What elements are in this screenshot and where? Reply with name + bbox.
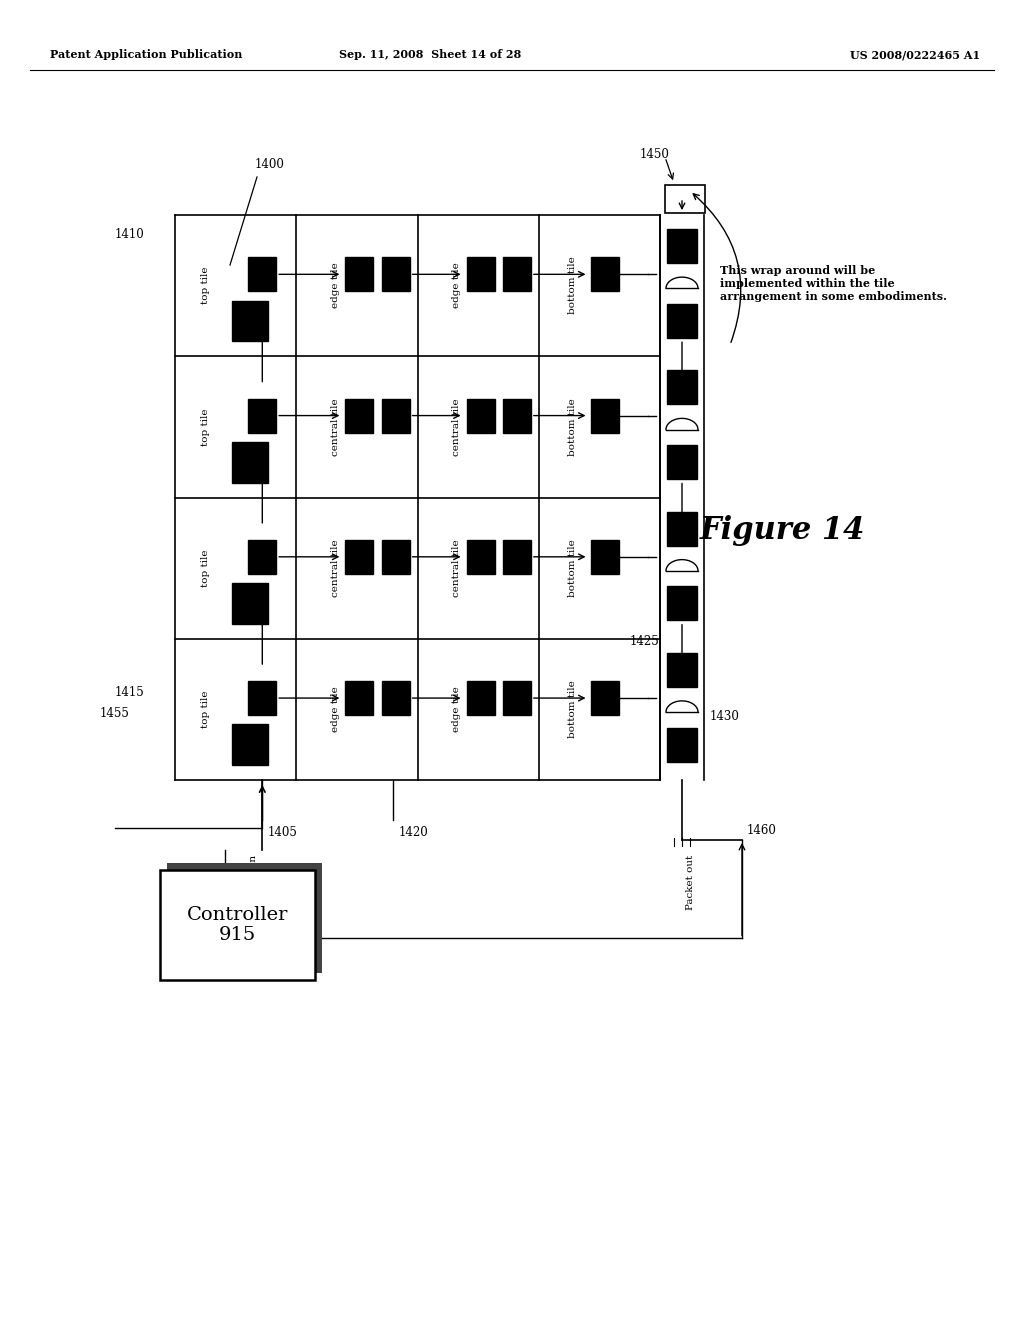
Bar — [345, 257, 374, 292]
Bar — [248, 681, 276, 715]
Text: 1420: 1420 — [398, 825, 428, 838]
Text: 1425: 1425 — [630, 635, 659, 648]
FancyBboxPatch shape — [160, 870, 315, 979]
Bar — [232, 583, 268, 624]
Text: Controller
915: Controller 915 — [186, 906, 288, 944]
Bar — [467, 399, 495, 433]
Text: edge tile: edge tile — [452, 686, 461, 733]
Bar — [592, 399, 620, 433]
Text: Figure 14: Figure 14 — [700, 515, 865, 545]
Bar — [503, 681, 530, 715]
Bar — [345, 540, 374, 574]
Text: top tile: top tile — [201, 408, 210, 446]
Bar — [467, 257, 495, 292]
Bar — [503, 540, 530, 574]
Text: 1405: 1405 — [267, 825, 297, 838]
Bar — [382, 540, 410, 574]
Bar — [665, 185, 705, 213]
Text: US 2008/0222465 A1: US 2008/0222465 A1 — [850, 49, 980, 61]
Bar — [667, 304, 697, 338]
Text: edge tile: edge tile — [331, 263, 340, 309]
Text: 1400: 1400 — [255, 158, 285, 172]
Text: edge tile: edge tile — [331, 686, 340, 733]
Bar — [503, 399, 530, 433]
Bar — [345, 399, 374, 433]
Bar — [382, 681, 410, 715]
Bar — [667, 371, 697, 404]
Bar — [592, 540, 620, 574]
Bar — [667, 230, 697, 263]
Text: central tile: central tile — [331, 399, 340, 455]
Bar — [503, 257, 530, 292]
Bar — [248, 257, 276, 292]
Text: 1450: 1450 — [640, 149, 670, 161]
Text: bottom tile: bottom tile — [568, 399, 578, 455]
Text: 1415: 1415 — [115, 686, 144, 698]
Text: Packet in: Packet in — [249, 855, 258, 903]
Text: 1430: 1430 — [710, 710, 740, 723]
Bar — [382, 257, 410, 292]
Text: 1460: 1460 — [746, 824, 777, 837]
Text: bottom tile: bottom tile — [568, 681, 578, 738]
Text: 1410: 1410 — [115, 228, 144, 242]
Text: top tile: top tile — [201, 690, 210, 729]
Bar — [345, 681, 374, 715]
Bar — [232, 442, 268, 483]
Text: central tile: central tile — [452, 399, 461, 455]
Bar — [667, 512, 697, 545]
Bar — [592, 681, 620, 715]
Text: bottom tile: bottom tile — [568, 540, 578, 597]
Bar — [382, 399, 410, 433]
Bar — [467, 540, 495, 574]
Bar — [248, 399, 276, 433]
Bar — [467, 681, 495, 715]
Text: 1455: 1455 — [100, 708, 130, 721]
Text: central tile: central tile — [452, 540, 461, 597]
Text: This wrap around will be
implemented within the tile
arrangement in some embodim: This wrap around will be implemented wit… — [720, 265, 947, 301]
Bar — [667, 445, 697, 479]
Text: top tile: top tile — [201, 549, 210, 587]
Text: central tile: central tile — [331, 540, 340, 597]
Text: Sep. 11, 2008  Sheet 14 of 28: Sep. 11, 2008 Sheet 14 of 28 — [339, 49, 521, 61]
Bar — [667, 653, 697, 686]
Bar — [248, 540, 276, 574]
Text: Packet out: Packet out — [686, 855, 695, 911]
FancyBboxPatch shape — [167, 863, 322, 973]
Bar — [592, 257, 620, 292]
Text: Patent Application Publication: Patent Application Publication — [50, 49, 243, 61]
Text: bottom tile: bottom tile — [568, 257, 578, 314]
Text: edge tile: edge tile — [452, 263, 461, 309]
Bar — [667, 586, 697, 620]
Bar — [667, 727, 697, 762]
Bar — [232, 725, 268, 766]
Bar — [232, 301, 268, 342]
Text: top tile: top tile — [201, 267, 210, 305]
